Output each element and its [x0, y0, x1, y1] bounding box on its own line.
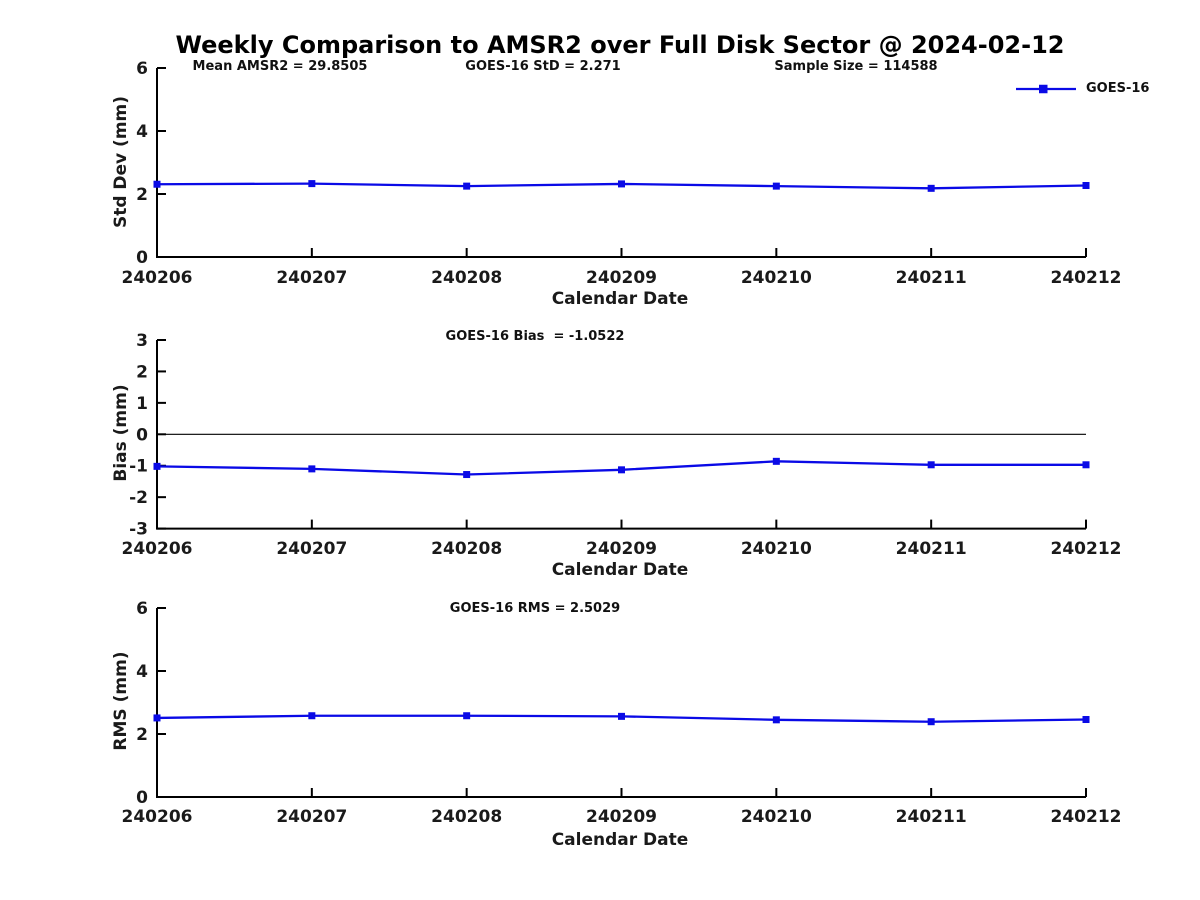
- annotation-goes16-rms: GOES-16 RMS = 2.5029: [449, 601, 621, 616]
- x-tick-label: 240207: [276, 268, 347, 288]
- legend: GOES-16: [1014, 81, 1149, 96]
- x-tick-label: 240208: [431, 807, 502, 827]
- x-tick-label: 240211: [896, 539, 967, 559]
- x-tick-label: 240212: [1051, 268, 1122, 288]
- data-point-marker: [153, 180, 161, 188]
- rms-subplot: 0 2 4 6 240206 240207 240208 240209 240210 240211…: [122, 599, 1122, 827]
- bias-subplot: -3 -2 -1 0 1 2 3 240206 240207 240208 240209 240210…: [122, 331, 1122, 559]
- y-tick-label: 3: [136, 331, 148, 351]
- data-point-marker: [463, 471, 471, 479]
- data-point-marker: [927, 184, 935, 192]
- y-tick-label: 2: [136, 185, 148, 205]
- axis-lines: [156, 608, 1086, 798]
- x-tick-label: 240208: [431, 268, 502, 288]
- data-point-marker: [1082, 461, 1090, 469]
- data-point-marker: [927, 718, 935, 726]
- y-tick-label: -2: [129, 488, 148, 508]
- x-tick-label: 240210: [741, 807, 812, 827]
- y-tick-label: 6: [136, 59, 148, 79]
- x-tick-label: 240206: [122, 268, 193, 288]
- x-tick-label: 240208: [431, 539, 502, 559]
- x-tick-label: 240210: [741, 539, 812, 559]
- annotation-sample-size: Sample Size = 114588: [774, 59, 938, 74]
- annotation-goes16-std: GOES-16 StD = 2.271: [465, 59, 621, 74]
- data-point-marker: [1082, 716, 1090, 724]
- y-tick-label: 1: [136, 394, 148, 414]
- x-axis-label-1: Calendar Date: [551, 289, 689, 309]
- std-dev-subplot: 0 2 4 6 240206 240207 240208 240209 240210 240211…: [122, 59, 1122, 288]
- data-point-marker: [772, 182, 780, 190]
- y-tick-label: 6: [136, 599, 148, 619]
- data-point-marker: [618, 180, 625, 188]
- x-tick-label: 240211: [896, 268, 967, 288]
- x-tick-label: 240210: [741, 268, 812, 288]
- y-tick-label: -1: [129, 457, 148, 477]
- y-tick-label: -3: [129, 520, 148, 540]
- axis-lines: [156, 68, 1086, 258]
- x-tick-label: 240207: [276, 539, 347, 559]
- y-tick-label: 4: [136, 662, 148, 682]
- x-tick-label: 240209: [586, 807, 657, 827]
- y-tick-label: 4: [136, 122, 148, 142]
- x-tick-label: 240206: [122, 539, 193, 559]
- x-axis-label-3: Calendar Date: [551, 830, 689, 850]
- data-point-marker: [927, 461, 935, 469]
- x-tick-label: 240212: [1051, 807, 1122, 827]
- data-point-marker: [618, 712, 625, 720]
- x-tick-label: 240206: [122, 807, 193, 827]
- x-tick-label: 240209: [586, 539, 657, 559]
- data-point-marker: [308, 712, 316, 720]
- data-point-marker: [308, 180, 316, 188]
- annotation-goes16-bias: GOES-16 Bias = -1.0522: [445, 329, 625, 344]
- data-point-marker: [308, 465, 316, 473]
- data-point-marker: [153, 714, 161, 722]
- y-tick-label: 2: [136, 725, 148, 745]
- x-axis-label-2: Calendar Date: [551, 560, 689, 580]
- legend-line-marker-swatch: [1016, 84, 1076, 93]
- data-point-marker: [772, 457, 780, 465]
- y-tick-label: 2: [136, 362, 148, 382]
- data-point-marker: [772, 716, 780, 724]
- data-point-marker: [153, 462, 161, 470]
- y-tick-label: 0: [136, 248, 148, 268]
- y-tick-label: 0: [136, 788, 148, 808]
- figure-title: Weekly Comparison to AMSR2 over Full Dis…: [175, 31, 1065, 59]
- y-tick-label: 0: [136, 425, 148, 445]
- x-tick-label: 240211: [896, 807, 967, 827]
- x-tick-label: 240212: [1051, 539, 1122, 559]
- x-tick-label: 240207: [276, 807, 347, 827]
- data-point-marker: [463, 712, 471, 720]
- data-point-marker: [463, 182, 471, 190]
- data-point-marker: [618, 466, 625, 474]
- legend-label: GOES-16: [1086, 81, 1150, 96]
- data-point-marker: [1082, 181, 1090, 189]
- x-tick-label: 240209: [586, 268, 657, 288]
- annotation-mean-amsr2: Mean AMSR2 = 29.8505: [192, 59, 368, 74]
